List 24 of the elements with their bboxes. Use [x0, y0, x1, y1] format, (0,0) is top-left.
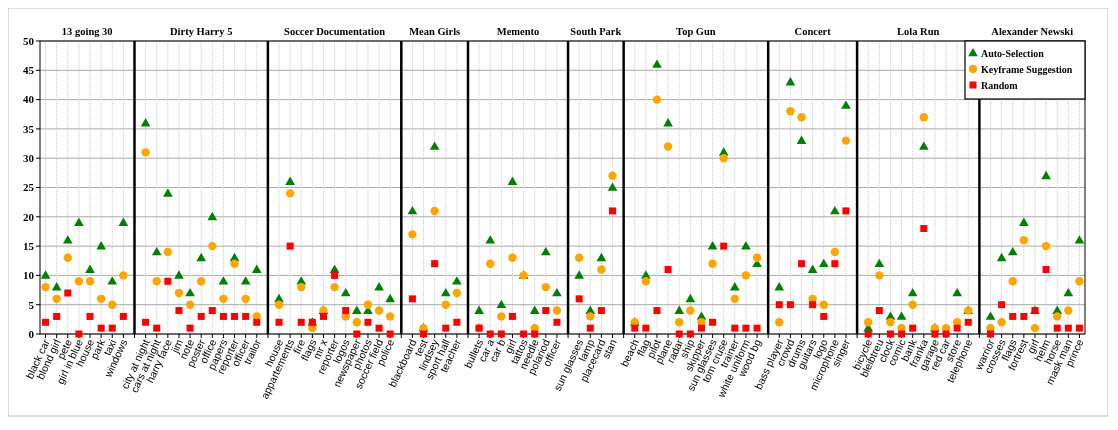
y-tick-label: 40: [23, 93, 35, 106]
y-tick-label: 50: [23, 34, 35, 47]
text: South Park: [570, 26, 622, 37]
legend-label: Random: [981, 79, 1019, 91]
text: Top Gun: [676, 26, 716, 37]
text: Mean Girls: [409, 26, 461, 37]
y-tick-label: 10: [23, 269, 35, 282]
legend-label: Auto-Selection: [981, 47, 1045, 59]
y-tick-label: 15: [23, 239, 35, 252]
y-tick-label: 5: [28, 298, 35, 311]
text: Soccer Documentation: [284, 26, 386, 37]
text: Memento: [496, 26, 540, 37]
y-tick-label: 25: [23, 181, 35, 194]
y-tick-label: 20: [23, 210, 35, 223]
text: Concert: [794, 26, 832, 37]
text: 13 going 30: [61, 26, 113, 37]
y-tick-label: 45: [23, 64, 35, 77]
legend-label: Keyframe Suggestion: [981, 63, 1073, 75]
y-tick-label: 0: [28, 327, 35, 340]
text: Dirty Harry 5: [169, 26, 233, 37]
text: Alexander Newski: [991, 26, 1074, 37]
y-tick-label: 30: [23, 152, 35, 165]
text: Lola Run: [897, 26, 940, 37]
y-tick-label: 35: [23, 122, 35, 135]
